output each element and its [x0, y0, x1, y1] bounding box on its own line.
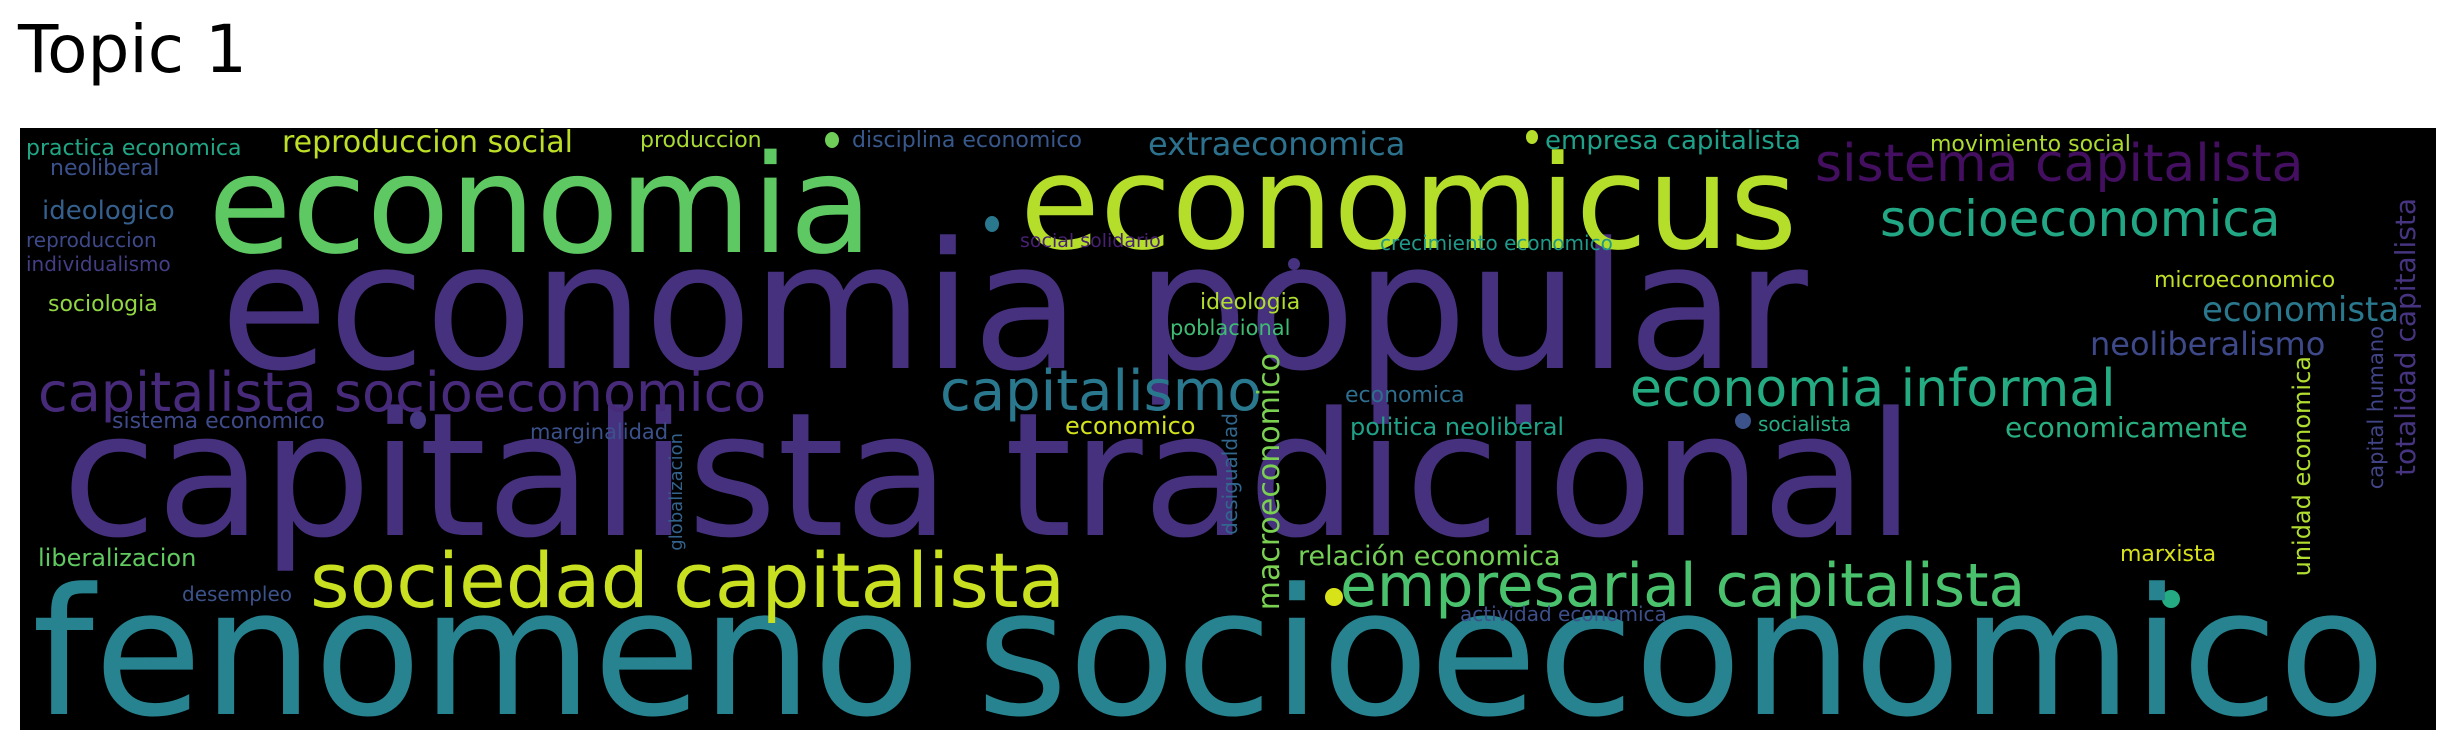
dot-5: [1735, 413, 1751, 429]
word-practica-economica: practica economica: [26, 136, 242, 161]
dot-3: [1325, 588, 1343, 606]
word-capitalista-socioeconomico: capitalista socioeconomico: [38, 361, 767, 424]
word-totalidad-capitalista: totalidad capitalista: [2389, 198, 2422, 476]
word-individualismo: individualismo: [26, 252, 171, 276]
word-capitalista-tradicional: capitalista tradicional: [62, 375, 1915, 576]
word-neoliberal: neoliberal: [50, 156, 160, 181]
word-globalizacion: globalizacion: [666, 433, 687, 551]
word-macroeconomico: macroeconomico: [1252, 353, 1287, 611]
dot-7: [985, 216, 999, 232]
word-crecimiento-economico: crecimiento economico: [1380, 231, 1613, 255]
plot-title: Topic 1: [18, 11, 247, 88]
word-reproduccion: reproduccion: [26, 228, 157, 252]
dot-2: [1526, 130, 1538, 144]
word-socioeconomica: socioeconomica: [1880, 190, 2281, 248]
word-economia-popular: economia popular: [220, 205, 1808, 410]
word-economica: economica: [1345, 383, 1465, 408]
word-extraeconomica: extraeconomica: [1148, 128, 1406, 163]
dot-1: [825, 132, 839, 148]
word-sistema-capitalista: sistema capitalista: [1815, 134, 2304, 194]
word-liberalizacion: liberalizacion: [38, 544, 197, 572]
word-sociedad-capitalista: sociedad capitalista: [310, 536, 1066, 625]
word-produccion: produccion: [640, 128, 762, 153]
word-relacion-economica: relación economica: [1298, 541, 1561, 572]
word-reproduccion-social: reproduccion social: [282, 128, 574, 160]
word-politica-neoliberal: politica neoliberal: [1350, 413, 1565, 441]
word-economia: economia: [208, 128, 873, 285]
word-economico: economico: [1065, 412, 1196, 440]
word-disciplina-economico: disciplina economico: [852, 128, 1082, 153]
word-unidad-economica: unidad economica: [2288, 356, 2316, 577]
dot-6: [2162, 590, 2180, 608]
word-actividad-economica: actividad economica: [1460, 602, 1667, 626]
dot-4: [410, 411, 426, 429]
dot-8: [1288, 258, 1300, 270]
word-economicamente: economicamente: [2005, 411, 2248, 444]
word-sociologia: sociologia: [48, 292, 158, 317]
word-socialista: socialista: [1758, 412, 1852, 436]
word-movimiento-social: movimiento social: [1930, 132, 2131, 157]
word-capital-humano: capital humano: [2364, 326, 2388, 490]
word-economicus: economicus: [1020, 128, 1798, 279]
word-microeconomico: microeconomico: [2154, 268, 2336, 293]
word-fenomeno-socioeconomico: fenomeno socioeconomico: [32, 551, 2386, 731]
word-desempleo: desempleo: [182, 582, 292, 606]
word-marxista: marxista: [2120, 542, 2217, 567]
word-marginalidad: marginalidad: [530, 420, 669, 444]
word-capitalismo: capitalismo: [940, 359, 1262, 424]
word-economista: economista: [2202, 290, 2400, 330]
word-cloud: fenomeno socioeconomico capitalista trad…: [20, 128, 2436, 730]
word-desigualdad: desigualdad: [1218, 413, 1242, 535]
word-economia-informal: economia informal: [1630, 359, 2116, 419]
word-ideologia: ideologia: [1200, 290, 1301, 315]
word-empresa-capitalista: empresa capitalista: [1545, 128, 1801, 156]
word-poblacional: poblacional: [1170, 316, 1291, 340]
word-empresarial-capitalista: empresarial capitalista: [1340, 551, 2026, 621]
word-ideologico: ideologico: [42, 196, 175, 226]
word-neoliberalismo: neoliberalismo: [2090, 325, 2326, 363]
word-social-solidario: social solidario: [1020, 230, 1161, 252]
word-sistema-economico: sistema economico: [112, 409, 325, 434]
